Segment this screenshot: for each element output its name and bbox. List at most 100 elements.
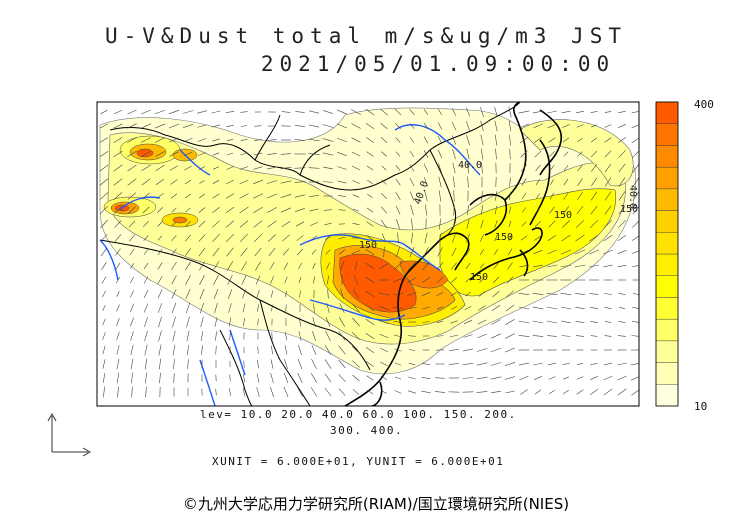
wind-vector (114, 220, 122, 228)
wind-vector (632, 293, 639, 295)
wind-vector (550, 179, 554, 185)
wind-vector (215, 388, 217, 396)
wind-vector (492, 276, 500, 284)
wind-vector (298, 331, 302, 341)
wind-vector (257, 318, 259, 326)
wind-vector (423, 123, 429, 129)
wind-vector (130, 263, 134, 269)
wind-vector (547, 110, 557, 114)
wind-vector (200, 302, 204, 314)
wind-vector (100, 110, 108, 114)
wind-vector (171, 235, 177, 241)
wind-vector (327, 289, 329, 299)
wind-vector (407, 277, 417, 283)
wind-vector (504, 333, 516, 339)
wind-vector (325, 316, 331, 328)
wind-vector (311, 344, 317, 356)
wind-vector (266, 193, 278, 199)
wind-vector (519, 136, 529, 144)
wind-vector (187, 344, 189, 356)
wind-vector (294, 125, 306, 127)
wind-vector (168, 123, 180, 129)
wind-vector (508, 206, 512, 214)
wind-vector (185, 288, 191, 300)
wind-vector (518, 335, 530, 337)
wind-vector (198, 261, 206, 271)
wind-vector (437, 135, 443, 145)
wind-vector (243, 373, 245, 383)
wind-vector (632, 191, 639, 201)
wind-vector (438, 176, 442, 188)
wind-vector (478, 305, 486, 311)
wind-vector (157, 303, 163, 313)
wind-vector (325, 249, 331, 255)
wind-vector (198, 220, 206, 228)
wind-vector (466, 134, 470, 146)
wind-vector (102, 332, 106, 340)
wind-vector (381, 192, 387, 200)
wind-vector (439, 218, 441, 230)
wind-vector (518, 320, 530, 324)
wind-vector (462, 377, 474, 379)
wind-vector (323, 181, 333, 183)
wind-vector (562, 206, 570, 214)
wind-vector (351, 346, 361, 354)
wind-vector (464, 305, 472, 311)
wind-vector (183, 151, 193, 157)
wind-vector (519, 375, 529, 381)
wind-vector (603, 362, 613, 366)
wind-vector (366, 165, 374, 171)
wind-vector (562, 137, 570, 143)
wind-vector (536, 193, 540, 199)
wind-vector (226, 179, 234, 185)
wind-vector (395, 165, 401, 171)
wind-vector (421, 390, 431, 394)
wind-vector (340, 261, 344, 271)
wind-vector (378, 292, 390, 296)
wind-vector (352, 317, 360, 327)
wind-vector (113, 109, 123, 115)
wind-vector (102, 359, 106, 369)
wind-vector (366, 151, 374, 157)
wind-vector (351, 137, 361, 143)
wind-vector (490, 376, 502, 380)
wind-vector (185, 207, 191, 213)
wind-vector (336, 137, 348, 143)
wind-vector (449, 349, 459, 351)
wind-vector (267, 207, 277, 213)
wind-vector (394, 108, 402, 116)
wind-vector (632, 177, 639, 187)
wind-vector (169, 165, 179, 171)
wind-vector (506, 276, 514, 284)
wind-vector (466, 148, 470, 160)
wind-vector (215, 331, 217, 341)
wind-vector (490, 333, 502, 339)
colorbar-swatch (655, 145, 679, 168)
wind-vector (547, 362, 557, 366)
wind-vector (380, 376, 388, 380)
wind-vector (170, 193, 178, 199)
wind-vector (337, 166, 347, 170)
wind-vector (504, 376, 516, 380)
wind-vector (590, 150, 598, 158)
wind-vector (395, 151, 401, 157)
wind-vector (393, 320, 403, 324)
wind-vector (268, 248, 276, 256)
wind-vector (168, 109, 180, 115)
wind-vector (142, 220, 150, 228)
wind-vector (507, 248, 513, 256)
wind-vector (117, 386, 119, 398)
wind-vector (284, 276, 288, 284)
wind-vector (408, 261, 416, 271)
wind-vector (631, 389, 639, 396)
wind-vector (338, 317, 346, 327)
wind-vector (424, 177, 428, 187)
wind-vector (392, 293, 404, 295)
wind-vector (576, 205, 584, 215)
wind-vector (449, 363, 459, 365)
wind-vector (338, 209, 346, 211)
wind-vector (508, 234, 512, 242)
wind-vector (143, 289, 149, 299)
wind-vector (229, 388, 231, 396)
